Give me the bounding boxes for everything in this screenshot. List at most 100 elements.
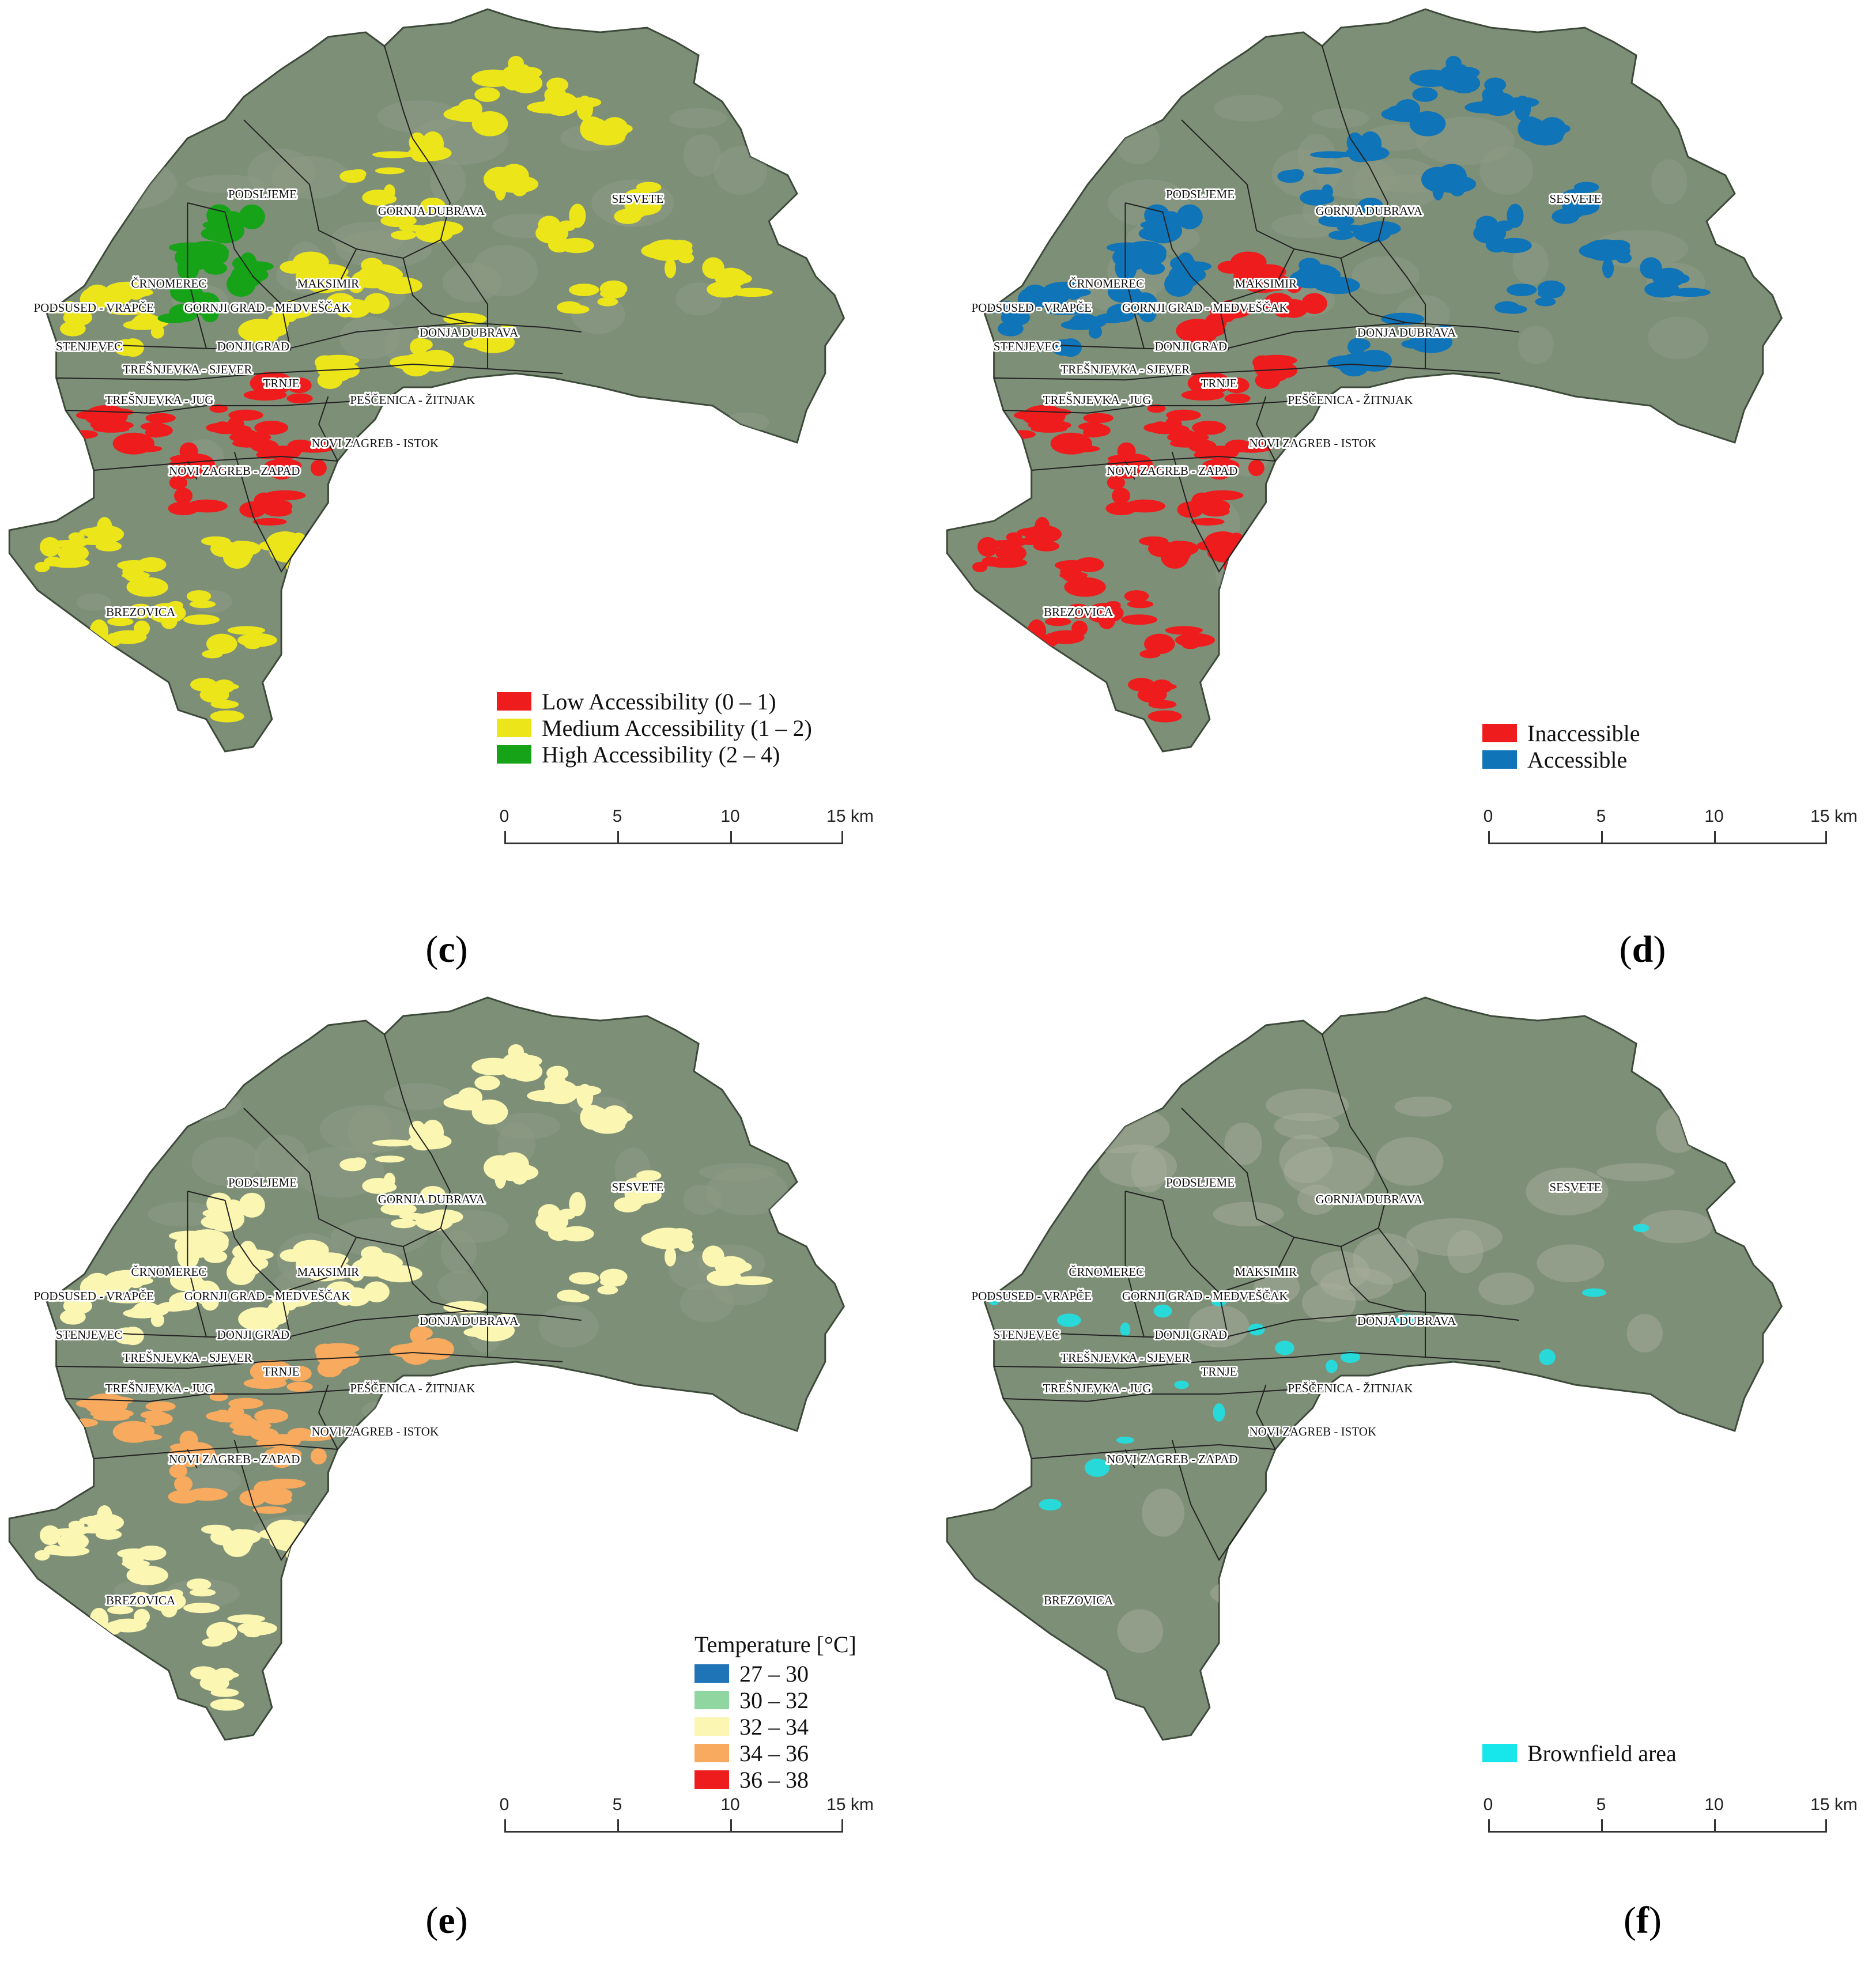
class-patch-t3 (420, 1185, 446, 1202)
legend-f: Brownfield area (1482, 1737, 1677, 1766)
class-patch-low (243, 389, 287, 401)
class-patch-medium (333, 362, 360, 379)
class-patch-t3 (443, 1301, 487, 1314)
district-label: STENJEVEC (56, 339, 123, 353)
class-patch-t3 (161, 1602, 178, 1618)
district-label: TREŠNJEVKA - JUG (105, 393, 214, 407)
class-patch-inaccessible (1064, 577, 1106, 597)
class-patch-inaccessible (1121, 614, 1158, 625)
legend-e: Temperature [°C] 27 – 30 30 – 32 32 – 34… (694, 1631, 856, 1793)
urban-texture (538, 1305, 599, 1348)
class-patch-t3 (112, 1275, 153, 1286)
class-patch-accessible (1362, 221, 1401, 236)
brownfield-patch (1116, 1436, 1134, 1444)
class-patch-t3 (510, 1061, 543, 1082)
district-boundary (1340, 1246, 1407, 1312)
class-patch-low (145, 413, 176, 424)
class-patch-t4 (286, 1381, 313, 1392)
urban-texture (1518, 326, 1554, 364)
class-patch-inaccessible (1255, 354, 1297, 366)
district-label: NOVI ZAGREB - ISTOK (311, 1425, 439, 1438)
class-patch-t3 (425, 1209, 463, 1225)
district-label: PODSUSED - VRAPČE (971, 1289, 1092, 1303)
class-patch-t4 (209, 1392, 228, 1402)
urban-texture (1626, 1314, 1663, 1353)
class-patch-t3 (390, 1218, 417, 1229)
urban-texture (609, 1578, 650, 1601)
brownfield-patch (1153, 1304, 1172, 1318)
class-patch-t3 (499, 1313, 515, 1323)
urban-texture (55, 1144, 134, 1187)
class-patch-accessible (1409, 111, 1446, 137)
class-patch-medium (189, 600, 216, 609)
class-patch-accessible (1051, 339, 1077, 356)
class-patch-inaccessible (1044, 633, 1059, 647)
class-patch-medium (380, 214, 417, 228)
scale-bar-e: 0 5 10 15 km (500, 1795, 874, 1859)
class-patch-inaccessible (1190, 518, 1225, 526)
class-patch-accessible (1514, 95, 1531, 121)
class-patch-accessible (1560, 188, 1591, 211)
class-patch-t3 (731, 1276, 773, 1286)
district-label: NOVI ZAGREB - ZAPAD (169, 464, 300, 478)
class-patch-t3 (372, 1139, 414, 1147)
class-patch-high (194, 292, 220, 318)
class-patch-t4 (145, 1401, 176, 1412)
district-label: STENJEVEC (994, 339, 1060, 353)
class-patch-accessible (1358, 197, 1383, 214)
district-label: ČRNOMEREC (131, 1265, 207, 1279)
urban-texture (1394, 1096, 1452, 1117)
legend-item-32-34: 32 – 34 (694, 1713, 856, 1740)
district-boundary (1031, 1444, 1275, 1459)
class-patch-low (254, 377, 290, 390)
legend-item-27-30: 27 – 30 (694, 1660, 856, 1687)
class-patch-t3 (622, 1177, 653, 1199)
class-patch-t3 (559, 1226, 594, 1242)
class-patch-t3 (599, 1277, 625, 1287)
class-patch-t3 (97, 1505, 112, 1525)
class-patch-medium (641, 243, 685, 259)
map-f: PODSLJEME GORNJA DUBRAVA SESVETE ČRNOMEREC M… (946, 996, 1783, 1741)
district-boundary (318, 396, 338, 462)
class-patch-medium (569, 203, 586, 228)
class-patch-accessible (998, 301, 1016, 315)
district-label: TREŠNJEVKA - SJEVER (123, 1351, 252, 1365)
class-patch-t3 (194, 1280, 220, 1306)
class-patch-t4 (128, 1433, 163, 1441)
district-boundary (65, 1389, 357, 1402)
city-outline (946, 996, 1783, 1741)
class-patch-t3 (641, 1231, 685, 1248)
class-patch-t3 (190, 1666, 217, 1680)
class-patch-inaccessible (1248, 459, 1264, 477)
urban-texture (1266, 1089, 1349, 1121)
urban-texture (354, 590, 429, 620)
class-patch-medium (44, 556, 63, 566)
class-patch-t3 (237, 1621, 277, 1635)
urban-texture (482, 1609, 528, 1653)
urban-texture (148, 95, 218, 122)
class-patch-medium (538, 216, 561, 234)
class-patch-low (209, 404, 228, 413)
class-patch-t3 (497, 1155, 523, 1180)
class-patch-medium (563, 304, 590, 314)
scale-tick-0: 0 (499, 1795, 509, 1814)
class-patch-medium (259, 541, 281, 551)
class-patch-t4 (286, 1365, 312, 1382)
legend-swatch (1482, 750, 1517, 769)
urban-texture (1406, 1601, 1479, 1634)
urban-texture (1656, 1107, 1700, 1153)
legend-swatch (1482, 1744, 1517, 1762)
class-patch-t3 (239, 1255, 269, 1271)
urban-texture (701, 478, 762, 507)
district-boundary (1294, 46, 1389, 259)
district-label: TRNJE (263, 376, 300, 390)
class-patch-accessible (1537, 289, 1563, 299)
class-patch-t3 (189, 1588, 216, 1597)
legend-item-low-accessibility: Low Accessibility (0 – 1) (497, 688, 812, 715)
map-d: PODSLJEME GORNJA DUBRAVA SESVETE ČRNOMEREC M… (946, 8, 1783, 753)
class-patch-medium (383, 184, 395, 199)
scale-bar-f: 0 5 10 15 km (1484, 1795, 1858, 1859)
class-patch-medium (190, 678, 217, 692)
class-patch-medium (602, 120, 623, 142)
brownfield-patch (1326, 1359, 1338, 1373)
